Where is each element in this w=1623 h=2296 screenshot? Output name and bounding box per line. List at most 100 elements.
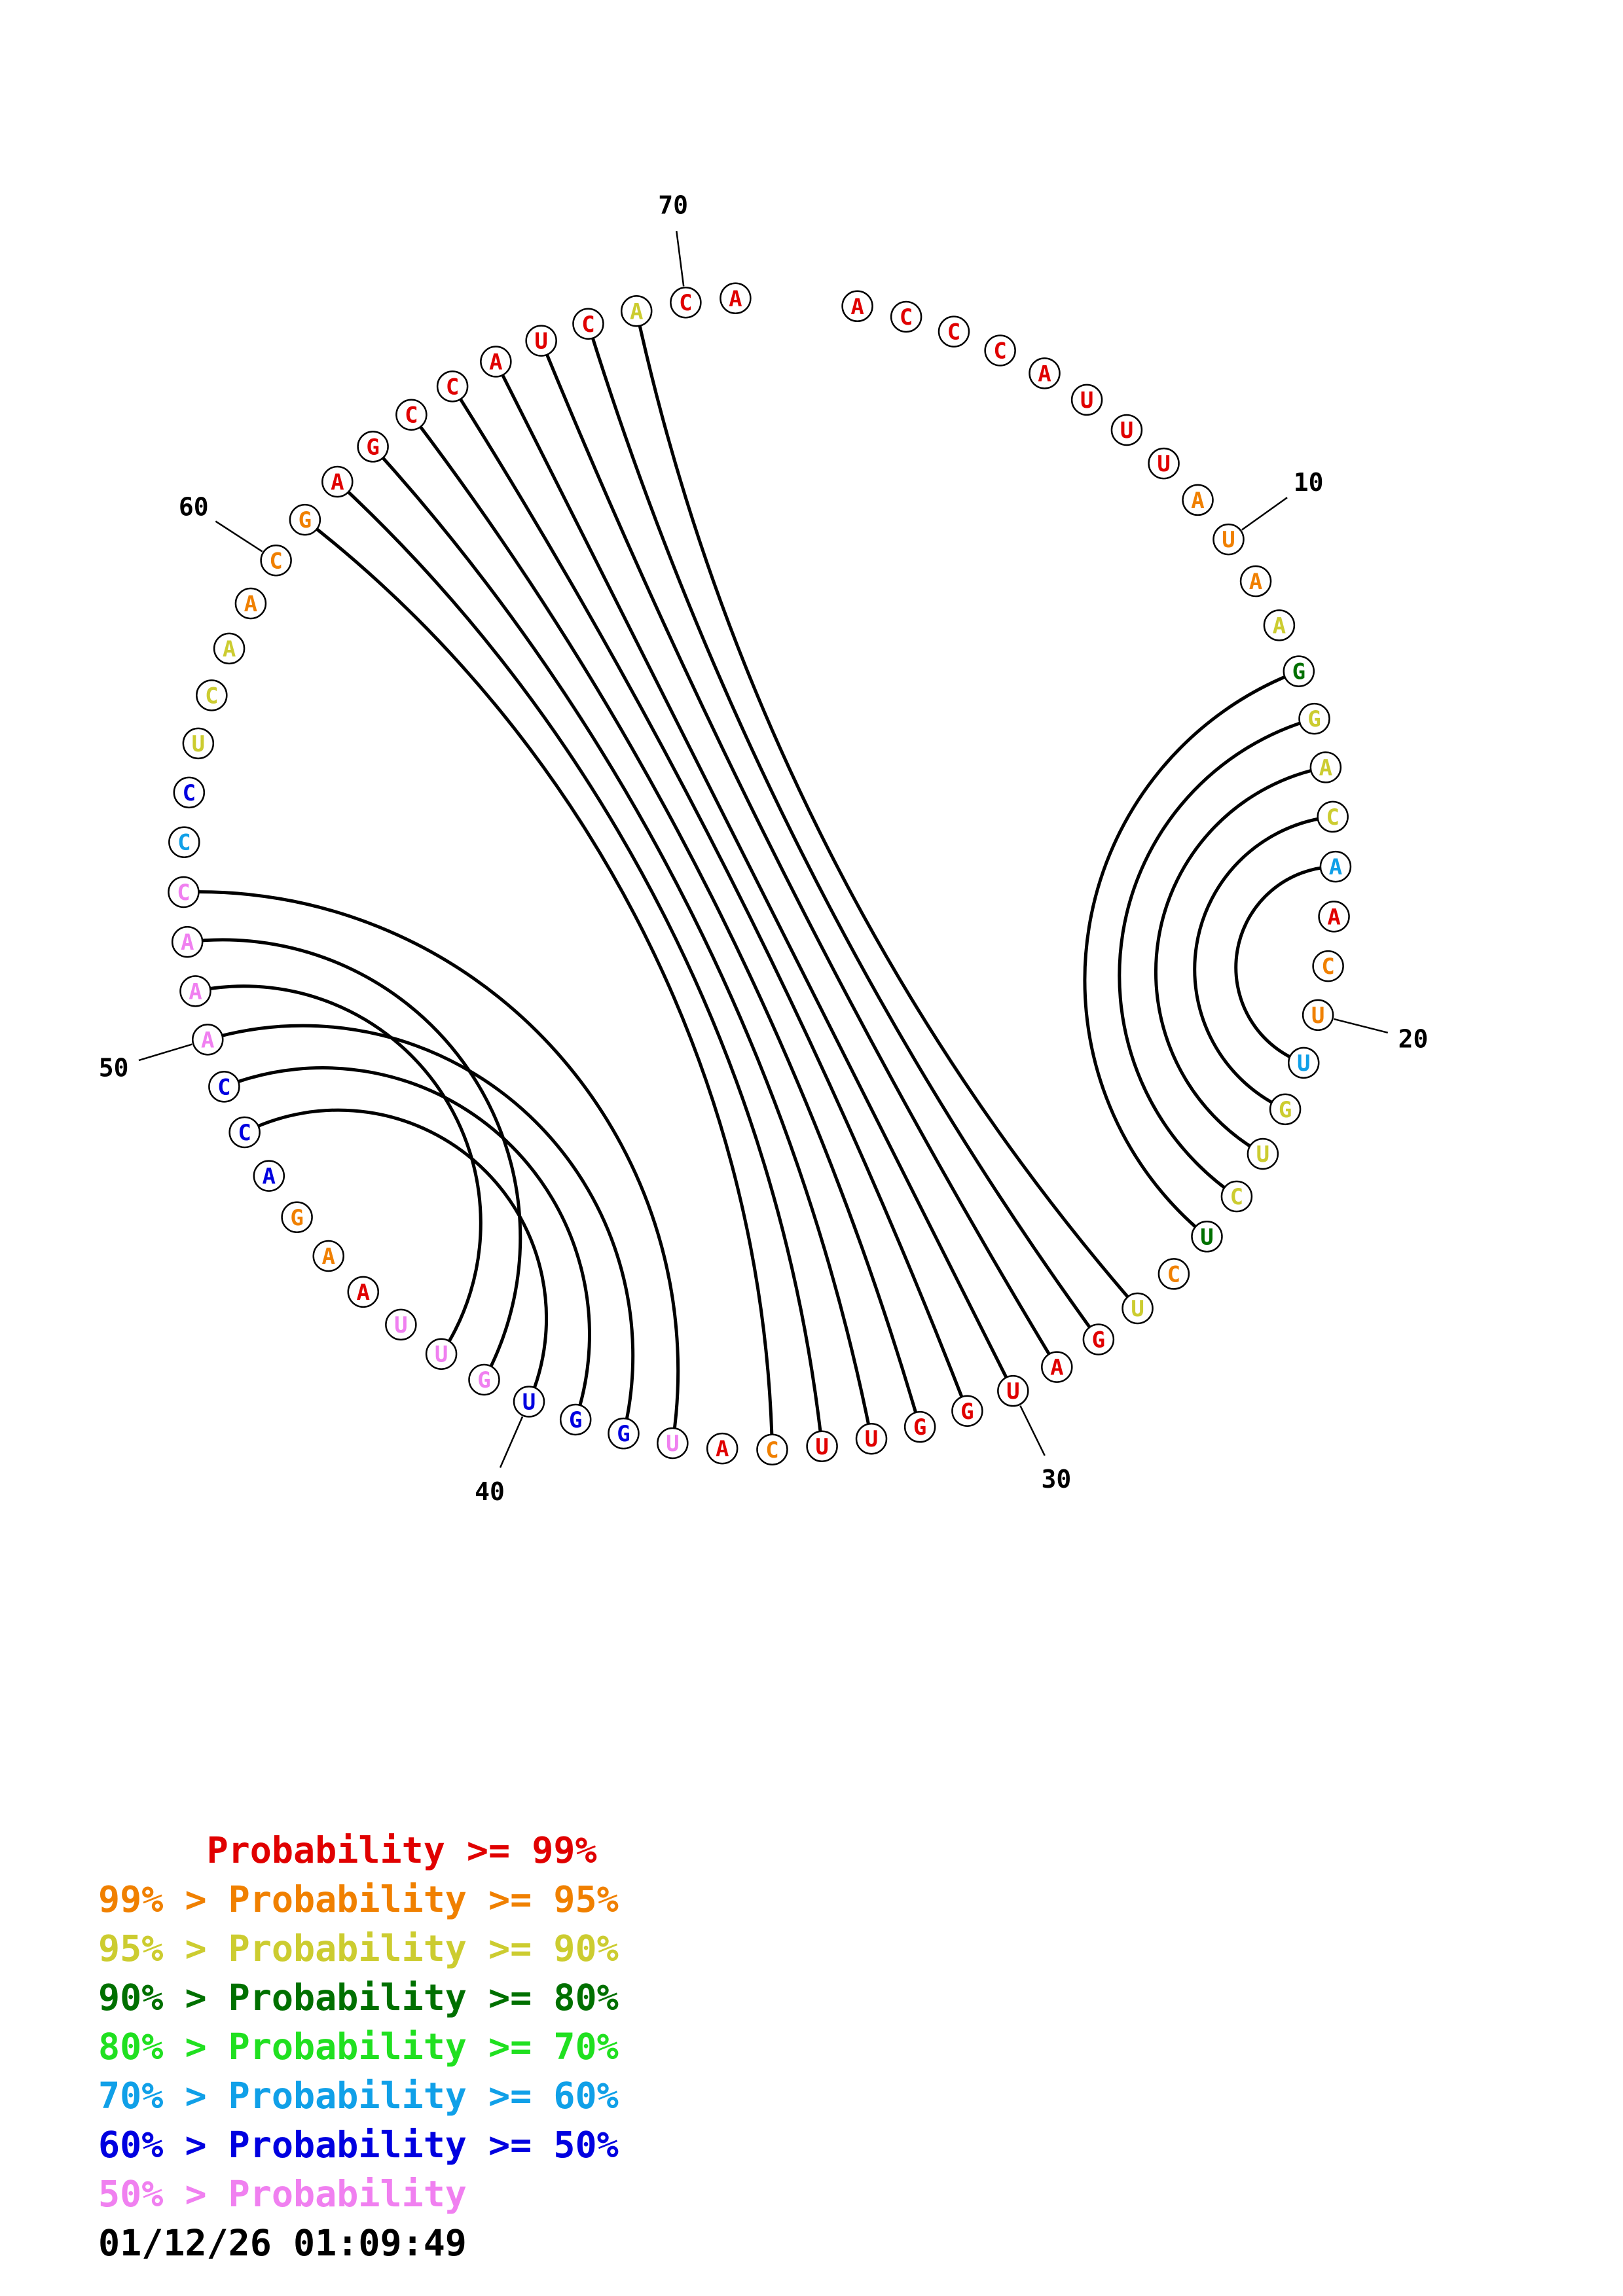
nucleotide-base: U bbox=[192, 731, 205, 757]
nucleotide-circle bbox=[196, 679, 228, 711]
nucleotide: A bbox=[253, 1160, 285, 1192]
nucleotide-base: A bbox=[630, 298, 643, 325]
legend-row: 80% > Probability >= 70% bbox=[98, 2026, 619, 2068]
nucleotide: A bbox=[213, 632, 246, 665]
position-label: 70 bbox=[658, 190, 688, 219]
nucleotide-circle bbox=[1220, 1180, 1253, 1213]
nucleotide-circle bbox=[903, 1410, 936, 1443]
nucleotide-circle bbox=[1110, 414, 1143, 446]
nucleotide-base: C bbox=[765, 1437, 778, 1463]
nucleotide: G bbox=[281, 1201, 313, 1234]
nucleotide-circle bbox=[357, 431, 389, 463]
nucleotide-circle bbox=[1317, 800, 1349, 833]
nucleotide-base: C bbox=[1321, 954, 1334, 980]
nucleotide-base: C bbox=[947, 319, 960, 346]
nucleotide-circle bbox=[173, 776, 206, 809]
legend-row: Probability >= 99% bbox=[98, 1829, 597, 1871]
base-pair-arc bbox=[207, 1024, 635, 1434]
nucleotide-base: U bbox=[435, 1342, 448, 1368]
nucleotide-circle bbox=[525, 325, 557, 357]
nucleotide: U bbox=[513, 1386, 545, 1418]
nucleotide-circle bbox=[168, 826, 200, 858]
position-label: 10 bbox=[1294, 468, 1324, 497]
nucleotide-circle bbox=[1319, 850, 1352, 883]
nucleotide-base: U bbox=[1157, 451, 1170, 477]
nucleotide-circle bbox=[608, 1417, 640, 1450]
legend-row: 50% > Probability bbox=[98, 2173, 467, 2215]
nucleotide-circle bbox=[559, 1403, 592, 1436]
legend-row: 95% > Probability >= 90% bbox=[98, 1928, 619, 1969]
nucleotide: U bbox=[1247, 1138, 1279, 1170]
nucleotide: A bbox=[1239, 565, 1272, 598]
nucleotide-circle bbox=[1309, 751, 1342, 783]
nucleotide-base: A bbox=[1191, 488, 1204, 514]
nucleotide: C bbox=[260, 545, 292, 577]
position-tick bbox=[1241, 497, 1288, 531]
nucleotide: C bbox=[1317, 800, 1349, 833]
nucleotide-circle bbox=[513, 1386, 545, 1418]
nucleotide: A bbox=[1029, 357, 1061, 389]
position-label: 60 bbox=[179, 493, 209, 522]
nucleotide: G bbox=[608, 1417, 640, 1450]
nucleotide-base: C bbox=[177, 830, 191, 856]
nucleotide: A bbox=[312, 1240, 344, 1272]
position-label: 50 bbox=[99, 1054, 129, 1083]
nucleotide: C bbox=[395, 399, 428, 431]
nucleotide-base: C bbox=[993, 338, 1006, 364]
nucleotide: G bbox=[357, 431, 389, 463]
nucleotide-base: A bbox=[263, 1164, 276, 1190]
nucleotide-base: A bbox=[729, 286, 742, 312]
nucleotide: C bbox=[228, 1116, 261, 1149]
nucleotide-circle bbox=[620, 295, 653, 327]
nucleotide: A bbox=[192, 1024, 224, 1056]
base-pair-arc bbox=[223, 1066, 591, 1420]
base-pair-arc bbox=[494, 361, 1015, 1392]
nucleotide-circle bbox=[192, 1024, 224, 1056]
nucleotide: A bbox=[1319, 850, 1352, 883]
base-pair-arc bbox=[1154, 765, 1326, 1156]
base-pair-arcs bbox=[183, 310, 1336, 1450]
nucleotide-base: C bbox=[446, 374, 459, 400]
nucleotide-base: G bbox=[366, 434, 379, 460]
nucleotide: C bbox=[436, 370, 469, 403]
nucleotide-base: G bbox=[1279, 1097, 1292, 1123]
nucleotide-base: A bbox=[244, 591, 257, 617]
nucleotide-circle bbox=[1182, 484, 1214, 516]
nucleotide: U bbox=[1213, 523, 1245, 556]
nucleotide-circle bbox=[1263, 609, 1296, 641]
nucleotide-circle bbox=[572, 308, 604, 340]
position-tick bbox=[1334, 1018, 1389, 1034]
nucleotide-circle bbox=[1283, 655, 1315, 687]
nucleotide-circle bbox=[321, 465, 354, 498]
nucleotide-circle bbox=[1213, 523, 1245, 556]
nucleotide-base: G bbox=[477, 1367, 490, 1393]
nucleotide: G bbox=[1298, 702, 1330, 735]
nucleotide-circle bbox=[312, 1240, 344, 1272]
nucleotide-circle bbox=[1041, 1351, 1073, 1383]
nucleotide: A bbox=[171, 925, 204, 958]
nucleotide-circle bbox=[168, 876, 200, 908]
nucleotide: C bbox=[984, 334, 1016, 367]
nucleotide: A bbox=[1309, 751, 1342, 783]
base-pair-arc bbox=[1118, 717, 1315, 1198]
legend-row: 60% > Probability >= 50% bbox=[98, 2124, 619, 2166]
nucleotide-circle bbox=[720, 282, 752, 315]
nucleotide-base: C bbox=[581, 312, 594, 338]
nucleotide-circle bbox=[281, 1201, 313, 1234]
nucleotide-circle bbox=[228, 1116, 261, 1149]
nucleotide-circle bbox=[1082, 1323, 1115, 1355]
position-label: 20 bbox=[1398, 1025, 1429, 1054]
nucleotide-base: U bbox=[666, 1431, 679, 1457]
nucleotide-circle bbox=[1029, 357, 1061, 389]
nucleotide-base: C bbox=[177, 880, 190, 906]
base-pair-arc bbox=[634, 310, 1139, 1310]
nucleotide: A bbox=[480, 346, 512, 378]
nucleotide: A bbox=[1041, 1351, 1073, 1383]
nucleotide-base: C bbox=[900, 304, 913, 331]
nucleotide-base: A bbox=[850, 294, 864, 320]
base-pair-arc bbox=[1234, 865, 1336, 1065]
nucleotide: G bbox=[951, 1395, 983, 1427]
nucleotide-base: G bbox=[913, 1414, 926, 1441]
base-pair-arc bbox=[371, 445, 873, 1439]
nucleotide-base: A bbox=[1329, 854, 1342, 880]
